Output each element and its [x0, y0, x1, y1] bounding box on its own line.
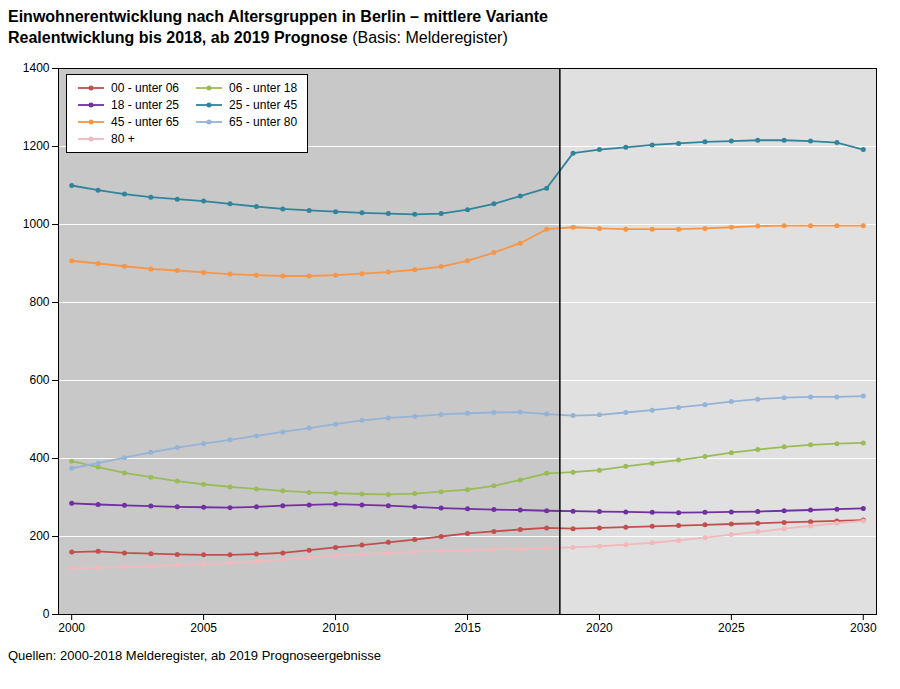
svg-text:2000: 2000 — [58, 621, 85, 635]
svg-text:2010: 2010 — [322, 621, 349, 635]
svg-text:0: 0 — [43, 607, 50, 621]
svg-text:1000: 1000 — [23, 217, 50, 231]
svg-text:800: 800 — [29, 295, 49, 309]
svg-text:2020: 2020 — [586, 621, 613, 635]
html-text:00 - unter 06: 00 - unter 06 — [111, 81, 179, 95]
svg-text:2025: 2025 — [718, 621, 745, 635]
svg-text:2015: 2015 — [454, 621, 481, 635]
svg-text:600: 600 — [29, 373, 49, 387]
html-text:Quellen: 2000-2018 Melderegist: Quellen: 2000-2018 Melderegister, ab 201… — [8, 648, 381, 663]
svg-text:2005: 2005 — [190, 621, 217, 635]
html-text:25 - unter 45: 25 - unter 45 — [229, 98, 298, 112]
svg-text:400: 400 — [29, 451, 49, 465]
html-text:65 - unter 80: 65 - unter 80 — [229, 115, 298, 129]
svg-text:2030: 2030 — [850, 621, 877, 635]
html-text:80 +: 80 + — [111, 132, 135, 146]
html-text:Realentwicklung bis 2018, ab 2: Realentwicklung bis 2018, ab 2019 Progno… — [8, 29, 508, 46]
html-text:Einwohnerentwicklung nach Alte: Einwohnerentwicklung nach Altersgruppen … — [8, 8, 548, 25]
svg-text:1200: 1200 — [23, 139, 50, 153]
html-text:06 - unter 18: 06 - unter 18 — [229, 81, 298, 95]
html-text:45 - unter 65: 45 - unter 65 — [111, 115, 179, 129]
svg-text:200: 200 — [29, 529, 49, 543]
html-text:18 - unter 25: 18 - unter 25 — [111, 98, 179, 112]
svg-text:1400: 1400 — [23, 61, 50, 75]
